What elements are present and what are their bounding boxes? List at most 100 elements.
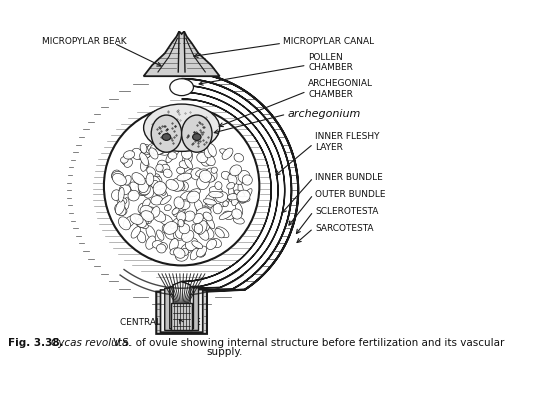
Ellipse shape: [179, 161, 189, 169]
Ellipse shape: [212, 238, 222, 247]
Ellipse shape: [138, 154, 150, 160]
Ellipse shape: [137, 232, 146, 243]
Ellipse shape: [197, 246, 207, 257]
Ellipse shape: [196, 206, 209, 214]
Ellipse shape: [151, 196, 163, 205]
Ellipse shape: [215, 229, 224, 238]
Bar: [172, 303, 192, 330]
Ellipse shape: [132, 148, 142, 160]
Ellipse shape: [149, 180, 158, 188]
Ellipse shape: [205, 156, 215, 165]
Ellipse shape: [141, 145, 152, 154]
Ellipse shape: [136, 218, 147, 228]
Ellipse shape: [135, 186, 144, 196]
Ellipse shape: [220, 149, 231, 156]
Ellipse shape: [197, 175, 209, 190]
Ellipse shape: [170, 248, 180, 255]
Ellipse shape: [119, 185, 131, 195]
Ellipse shape: [160, 195, 171, 204]
Ellipse shape: [174, 248, 185, 258]
Ellipse shape: [182, 151, 192, 165]
Ellipse shape: [204, 147, 212, 158]
Ellipse shape: [238, 171, 250, 183]
Ellipse shape: [157, 230, 164, 240]
Ellipse shape: [205, 201, 212, 211]
Ellipse shape: [165, 226, 179, 240]
Ellipse shape: [162, 223, 173, 234]
Ellipse shape: [172, 180, 185, 191]
Ellipse shape: [203, 212, 212, 221]
Ellipse shape: [149, 148, 158, 159]
Ellipse shape: [120, 156, 128, 163]
Ellipse shape: [153, 182, 166, 195]
Ellipse shape: [174, 197, 184, 209]
Ellipse shape: [206, 216, 215, 229]
Ellipse shape: [175, 225, 189, 239]
Ellipse shape: [206, 168, 217, 181]
Ellipse shape: [159, 215, 172, 225]
Text: supply.: supply.: [206, 348, 243, 357]
Ellipse shape: [199, 170, 212, 182]
Ellipse shape: [143, 186, 154, 198]
Ellipse shape: [124, 159, 133, 167]
Ellipse shape: [177, 173, 191, 181]
Text: Cycas revoluta.: Cycas revoluta.: [51, 338, 131, 348]
Ellipse shape: [164, 221, 178, 234]
Ellipse shape: [155, 143, 166, 154]
Text: MICROPYLAR CANAL: MICROPYLAR CANAL: [283, 37, 374, 46]
Ellipse shape: [211, 167, 217, 173]
Ellipse shape: [162, 134, 171, 140]
Ellipse shape: [116, 206, 127, 215]
Ellipse shape: [221, 171, 230, 179]
Ellipse shape: [182, 115, 212, 152]
Ellipse shape: [191, 168, 203, 180]
Ellipse shape: [169, 238, 179, 251]
Ellipse shape: [118, 217, 131, 230]
Ellipse shape: [170, 79, 193, 96]
Ellipse shape: [139, 186, 149, 195]
Text: INNER FLESHY
LAYER: INNER FLESHY LAYER: [315, 132, 379, 152]
Ellipse shape: [228, 186, 234, 197]
Ellipse shape: [154, 146, 164, 151]
Ellipse shape: [130, 214, 143, 224]
Ellipse shape: [201, 173, 215, 182]
Ellipse shape: [192, 224, 202, 234]
Ellipse shape: [139, 213, 149, 226]
Ellipse shape: [176, 204, 185, 211]
Ellipse shape: [180, 182, 188, 191]
Ellipse shape: [153, 148, 164, 154]
Ellipse shape: [215, 191, 228, 203]
Ellipse shape: [220, 199, 229, 207]
Ellipse shape: [141, 158, 148, 171]
Ellipse shape: [149, 146, 159, 155]
Ellipse shape: [112, 173, 126, 186]
Ellipse shape: [182, 149, 192, 159]
Ellipse shape: [234, 154, 244, 162]
Ellipse shape: [124, 175, 131, 185]
Ellipse shape: [150, 176, 160, 185]
Ellipse shape: [146, 236, 156, 249]
Ellipse shape: [111, 170, 122, 181]
Ellipse shape: [139, 183, 150, 195]
Ellipse shape: [116, 200, 125, 215]
Text: archegonium: archegonium: [287, 109, 361, 119]
Ellipse shape: [229, 193, 237, 202]
Ellipse shape: [200, 154, 211, 166]
Ellipse shape: [146, 173, 154, 185]
Ellipse shape: [157, 160, 167, 171]
Ellipse shape: [189, 189, 200, 197]
Ellipse shape: [227, 182, 235, 189]
Ellipse shape: [237, 190, 250, 202]
Ellipse shape: [208, 144, 216, 156]
Ellipse shape: [216, 227, 229, 238]
Ellipse shape: [140, 205, 154, 219]
Ellipse shape: [141, 146, 151, 158]
Text: SARCOTESTA: SARCOTESTA: [315, 224, 374, 233]
Ellipse shape: [215, 182, 222, 190]
Ellipse shape: [152, 241, 163, 249]
Ellipse shape: [200, 223, 209, 232]
Ellipse shape: [152, 210, 166, 222]
Ellipse shape: [152, 176, 162, 185]
Ellipse shape: [201, 227, 214, 239]
Ellipse shape: [161, 164, 170, 173]
